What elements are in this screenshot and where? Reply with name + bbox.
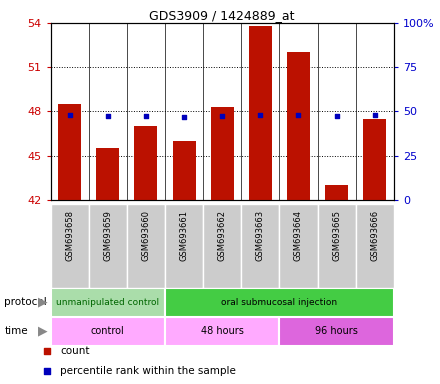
Text: GSM693658: GSM693658 (65, 210, 74, 261)
Text: GSM693662: GSM693662 (218, 210, 227, 261)
Bar (356, 204, 394, 288)
Bar (241, 204, 279, 288)
Bar (203, 204, 241, 288)
Bar (249, 26, 272, 200)
Bar (51, 204, 89, 288)
Bar (51, 317, 165, 346)
Point (43, 348, 50, 354)
Bar (287, 53, 310, 200)
Bar (325, 185, 348, 200)
Text: control: control (91, 326, 125, 336)
Bar (89, 204, 127, 288)
Point (219, 113, 226, 119)
Point (143, 113, 150, 119)
Point (66, 112, 73, 118)
Text: ▶: ▶ (38, 296, 48, 309)
Point (333, 113, 340, 119)
Text: GSM693659: GSM693659 (103, 210, 112, 261)
Text: GSM693661: GSM693661 (180, 210, 189, 261)
Text: GSM693665: GSM693665 (332, 210, 341, 261)
Text: unmanipulated control: unmanipulated control (56, 298, 159, 307)
Bar (363, 119, 386, 200)
Point (104, 113, 111, 119)
Bar (318, 204, 356, 288)
Bar (211, 107, 234, 200)
Bar (127, 204, 165, 288)
Point (43, 367, 50, 374)
Text: GSM693660: GSM693660 (141, 210, 150, 261)
Bar (165, 288, 394, 317)
Point (257, 112, 264, 118)
Text: time: time (4, 326, 28, 336)
Text: ▶: ▶ (38, 325, 48, 338)
Point (180, 114, 187, 120)
Bar (51, 288, 165, 317)
Text: 96 hours: 96 hours (315, 326, 358, 336)
Bar (96, 148, 119, 200)
Text: GSM693666: GSM693666 (370, 210, 379, 262)
Bar (172, 141, 195, 200)
Point (371, 112, 378, 118)
Bar (279, 317, 394, 346)
Bar (58, 104, 81, 200)
Text: percentile rank within the sample: percentile rank within the sample (60, 366, 236, 376)
Text: 48 hours: 48 hours (201, 326, 244, 336)
Text: count: count (60, 346, 90, 356)
Bar (165, 204, 203, 288)
Bar (135, 126, 158, 200)
Title: GDS3909 / 1424889_at: GDS3909 / 1424889_at (150, 9, 295, 22)
Text: oral submucosal injection: oral submucosal injection (221, 298, 337, 307)
Text: protocol: protocol (4, 297, 47, 308)
Text: GSM693664: GSM693664 (294, 210, 303, 261)
Bar (279, 204, 318, 288)
Text: GSM693663: GSM693663 (256, 210, 265, 262)
Point (295, 112, 302, 118)
Bar (165, 317, 279, 346)
